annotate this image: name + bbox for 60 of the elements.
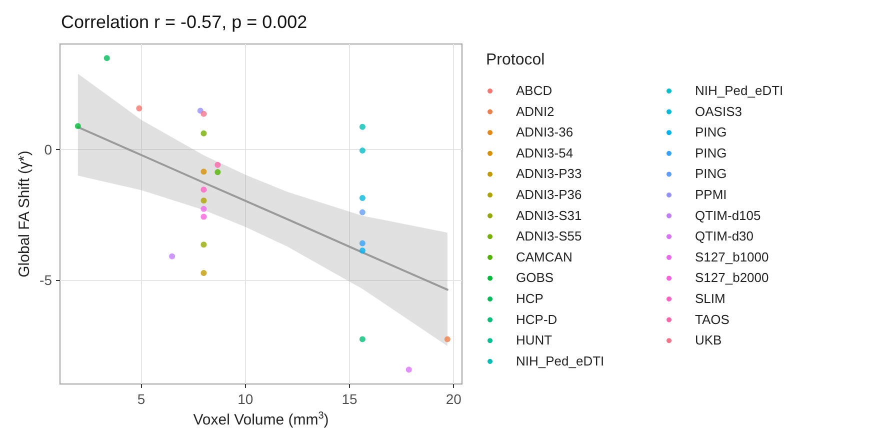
- legend-label: QTIM-d30: [695, 228, 754, 244]
- point: [200, 214, 207, 220]
- point: [200, 186, 207, 193]
- legend-label: UKB: [695, 332, 722, 348]
- x-tick-label: 20: [446, 391, 462, 407]
- legend-label: PING: [695, 124, 727, 140]
- legend-label: QTIM-d105: [695, 208, 761, 223]
- legend-label: ADNI3-P33: [516, 166, 582, 182]
- legend-label: HCP-D: [516, 312, 558, 327]
- legend-label: PING: [695, 166, 727, 182]
- point: [104, 55, 110, 62]
- legend-label: S127_b2000: [695, 270, 769, 286]
- legend-title: Protocol: [486, 52, 545, 68]
- point: [200, 130, 207, 136]
- legend-label: GOBS: [516, 270, 554, 286]
- point: [359, 124, 366, 130]
- point: [214, 162, 221, 168]
- y-tick-label: -5: [40, 272, 52, 288]
- point: [359, 240, 366, 246]
- point: [406, 366, 412, 373]
- point: [359, 194, 366, 201]
- legend-label: S127_b1000: [695, 249, 769, 264]
- legend-label: HCP: [516, 291, 544, 306]
- legend-label: OASIS3: [695, 104, 742, 119]
- point: [359, 209, 366, 216]
- point: [200, 198, 207, 204]
- legend-label: ADNI3-36: [516, 124, 574, 140]
- y-tick-label: 0: [44, 142, 52, 158]
- point: [200, 242, 207, 248]
- legend-label: ABCD: [516, 83, 552, 98]
- chart-title: Correlation r = -0.57, p = 0.002: [61, 12, 308, 32]
- x-tick-label: 15: [342, 391, 358, 407]
- point: [74, 123, 81, 130]
- legend-label: NIH_Ped_eDTI: [516, 353, 604, 368]
- legend-label: CAMCAN: [516, 249, 572, 264]
- legend-label: PING: [695, 145, 727, 160]
- x-tick-label: 10: [238, 391, 254, 407]
- y-axis-title: Global FA Shift (γ*): [16, 150, 33, 278]
- point: [359, 336, 366, 342]
- legend-label: HUNT: [516, 332, 552, 348]
- legend-label: TAOS: [695, 312, 730, 327]
- legend-label: ADNI3-S55: [516, 228, 582, 244]
- point: [200, 270, 207, 276]
- legend-label: ADNI3-S31: [516, 208, 582, 223]
- point: [214, 169, 221, 176]
- point: [169, 253, 176, 260]
- legend-label: NIH_Ped_eDTI: [695, 83, 784, 98]
- legend-label: PPMI: [695, 187, 727, 202]
- point: [200, 110, 207, 117]
- point: [200, 206, 207, 212]
- legend-label: ADNI2: [516, 104, 554, 119]
- point: [444, 336, 450, 342]
- legend-label: ADNI3-54: [516, 145, 574, 160]
- point: [200, 168, 207, 175]
- point: [359, 248, 366, 254]
- x-tick-label: 5: [137, 391, 146, 407]
- legend-label: ADNI3-P36: [516, 187, 582, 202]
- legend-label: SLIM: [695, 291, 726, 306]
- point: [136, 105, 142, 112]
- point: [359, 148, 366, 154]
